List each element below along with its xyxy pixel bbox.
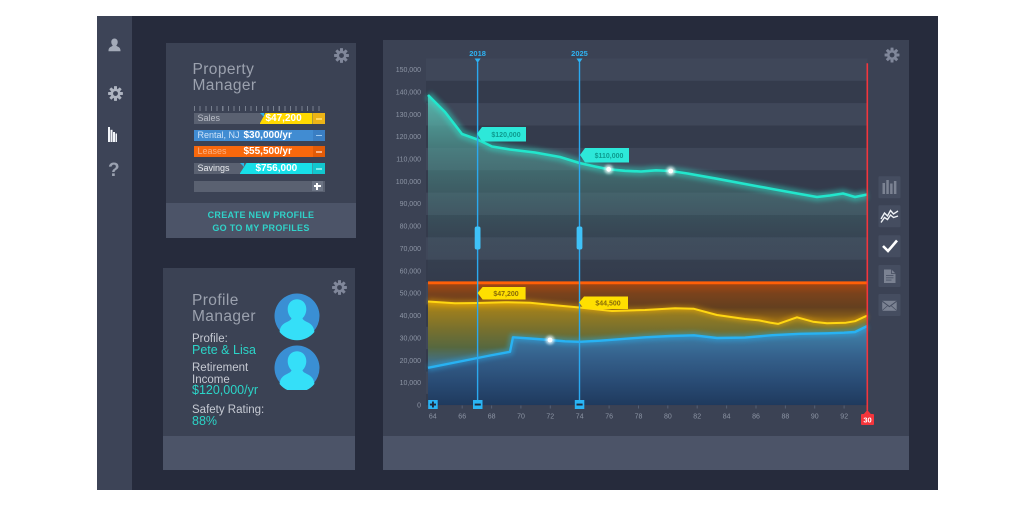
svg-text:50,000: 50,000 [400,291,422,298]
svg-text:66: 66 [458,414,466,421]
svg-text:2025: 2025 [571,49,588,58]
svg-text:78: 78 [635,414,643,421]
svg-text:$120,000: $120,000 [491,132,520,139]
svg-text:10,000: 10,000 [400,380,422,387]
svg-text:86: 86 [752,414,760,421]
svg-text:74: 74 [576,414,584,421]
svg-text:100,000: 100,000 [396,179,421,186]
svg-text:30,000: 30,000 [400,335,422,342]
svg-text:$44,500: $44,500 [595,301,620,308]
svg-text:76: 76 [605,414,613,421]
svg-text:68: 68 [488,414,496,421]
svg-text:140,000: 140,000 [396,89,421,96]
svg-text:70: 70 [517,414,525,421]
svg-text:92: 92 [840,414,848,421]
svg-text:30: 30 [863,416,871,425]
svg-text:2018: 2018 [469,49,486,58]
svg-text:90,000: 90,000 [400,201,422,208]
svg-text:70,000: 70,000 [400,246,422,253]
svg-text:80,000: 80,000 [400,224,422,231]
svg-text:64: 64 [429,414,437,421]
svg-text:40,000: 40,000 [400,313,422,320]
svg-text:110,000: 110,000 [396,157,421,164]
svg-text:60,000: 60,000 [400,268,422,275]
svg-text:120,000: 120,000 [396,134,421,141]
svg-text:150,000: 150,000 [396,67,421,74]
svg-text:88: 88 [782,414,790,421]
svg-text:130,000: 130,000 [396,112,421,119]
svg-text:80: 80 [664,414,672,421]
svg-text:90: 90 [811,414,819,421]
svg-text:20,000: 20,000 [400,358,422,365]
svg-text:0: 0 [417,403,421,410]
svg-text:$110,000: $110,000 [595,153,624,160]
svg-text:82: 82 [693,414,701,421]
svg-text:72: 72 [546,414,554,421]
svg-text:84: 84 [723,414,731,421]
svg-text:$47,200: $47,200 [493,291,518,298]
